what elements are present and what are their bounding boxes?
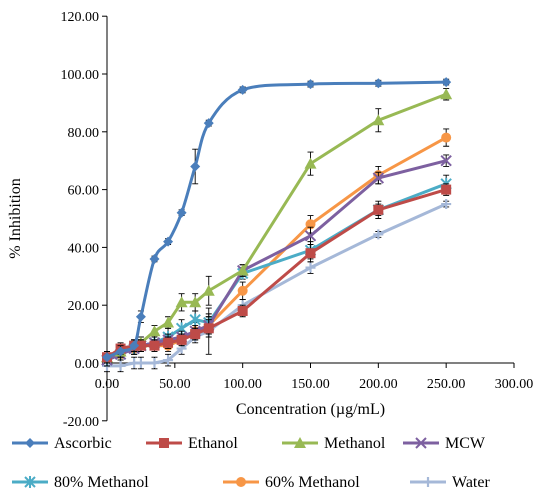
legend-label: Ascorbic xyxy=(54,435,112,452)
legend-item-60pct-methanol: 60% Methanol xyxy=(223,474,360,491)
y-tick-label: 60.00 xyxy=(68,184,100,199)
y-axis-title: % Inhibition xyxy=(7,178,24,258)
data-point xyxy=(202,284,215,296)
data-point xyxy=(373,229,384,240)
data-point xyxy=(441,132,452,143)
data-point xyxy=(115,360,126,371)
series-line xyxy=(106,136,447,359)
y-tick-label: -20.00 xyxy=(63,415,99,430)
y-tick-label: 100.00 xyxy=(61,68,100,83)
legend-item-methanol: Methanol xyxy=(282,435,386,452)
legend-label: Methanol xyxy=(324,435,386,452)
data-point xyxy=(190,161,201,172)
legend-label: 80% Methanol xyxy=(54,474,149,491)
data-point xyxy=(236,477,246,487)
data-point xyxy=(304,157,317,169)
data-point xyxy=(305,79,316,90)
data-point xyxy=(237,84,248,95)
series-ascorbic xyxy=(102,77,452,364)
legend-label: Water xyxy=(452,474,490,491)
data-point xyxy=(440,154,452,167)
data-point xyxy=(24,476,36,488)
data-point xyxy=(159,438,169,448)
data-point xyxy=(237,285,248,296)
legend-item-water: Water xyxy=(410,474,490,491)
data-point xyxy=(203,323,214,334)
data-point xyxy=(115,346,126,357)
x-axis-title: Concentration (µg/mL) xyxy=(236,401,385,418)
data-point xyxy=(236,264,249,276)
data-point xyxy=(163,337,174,348)
data-point xyxy=(25,438,35,448)
data-point xyxy=(189,313,201,326)
data-point xyxy=(149,358,160,368)
data-point xyxy=(441,199,452,210)
data-point xyxy=(372,114,385,126)
data-point xyxy=(441,77,452,88)
data-point xyxy=(175,296,188,308)
y-tick-label: 80.00 xyxy=(68,126,100,141)
data-point xyxy=(176,334,187,345)
data-point xyxy=(149,340,160,351)
data-point xyxy=(441,184,452,195)
data-point xyxy=(294,437,306,448)
legend-item-80pct-methanol: 80% Methanol xyxy=(12,474,149,491)
data-point xyxy=(423,477,433,487)
x-tick-label: 200.00 xyxy=(359,377,398,392)
tick-labels: -20.00 0.00 20.00 40.00 60.00 80.00 100.00 120.… xyxy=(61,10,534,430)
data-point xyxy=(135,358,146,368)
legend-label: Ethanol xyxy=(188,435,238,452)
legend-label: 60% Methanol xyxy=(265,474,360,491)
y-tick-label: 120.00 xyxy=(61,10,100,25)
data-point xyxy=(129,340,140,351)
x-tick-label: 150.00 xyxy=(291,377,330,392)
legend: Ascorbic Ethanol Methanol MCW 80% Methanol 60… xyxy=(12,435,490,491)
data-point xyxy=(163,355,174,366)
legend-item-mcw: MCW xyxy=(403,435,486,452)
data-point xyxy=(162,316,175,328)
x-tick-label: 50.00 xyxy=(159,377,191,392)
data-point xyxy=(440,88,453,100)
x-tick-label: 100.00 xyxy=(223,377,262,392)
y-tick-label: 20.00 xyxy=(68,299,100,314)
legend-item-ascorbic: Ascorbic xyxy=(12,435,112,452)
x-tick-label: 0.00 xyxy=(95,377,120,392)
data-point xyxy=(190,329,201,340)
data-point xyxy=(305,262,316,273)
data-point xyxy=(176,207,187,218)
data-point xyxy=(372,172,385,184)
data-point xyxy=(237,305,248,316)
data-point xyxy=(135,311,146,322)
data-point xyxy=(304,230,317,242)
data-point xyxy=(102,352,112,363)
data-point xyxy=(373,204,384,215)
data-point xyxy=(149,253,160,264)
x-tick-label: 300.00 xyxy=(495,377,534,392)
series-group xyxy=(101,77,453,373)
legend-item-ethanol: Ethanol xyxy=(146,435,238,452)
data-point xyxy=(189,296,202,308)
data-point xyxy=(373,78,384,89)
legend-label: MCW xyxy=(445,435,486,452)
data-point xyxy=(135,340,146,351)
y-tick-label: 0.00 xyxy=(75,357,100,372)
data-point xyxy=(163,236,174,247)
x-tick-label: 250.00 xyxy=(427,377,466,392)
data-point xyxy=(148,325,161,337)
data-point xyxy=(203,118,214,129)
y-tick-label: 40.00 xyxy=(68,241,100,256)
data-point xyxy=(415,437,427,449)
data-point xyxy=(305,248,316,259)
